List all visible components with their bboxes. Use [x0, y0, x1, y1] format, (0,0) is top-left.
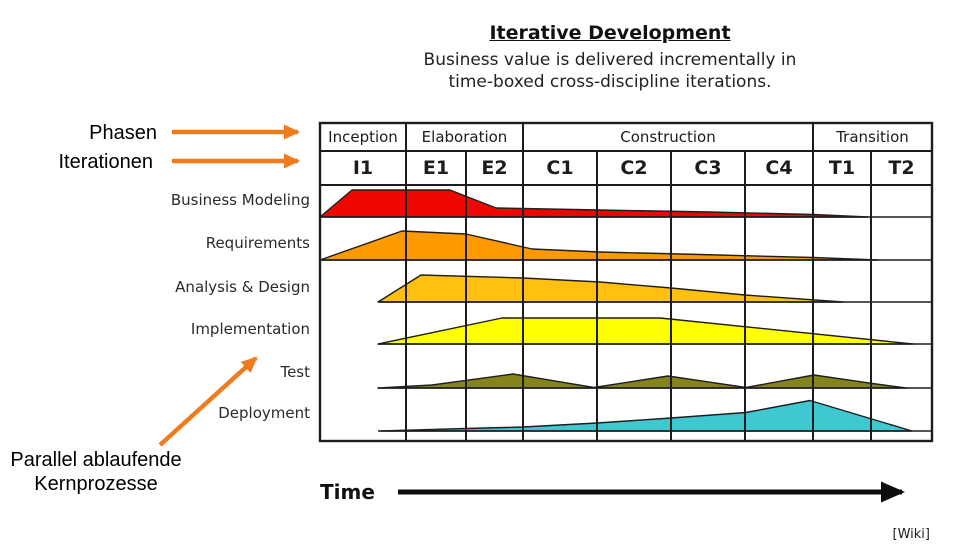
iteration-header-e1: E1 — [422, 157, 450, 179]
iteration-header-c1: C1 — [546, 157, 574, 179]
iteration-header-e2: E2 — [481, 157, 508, 179]
phases-iterations-grid — [318, 121, 934, 443]
effort-hump-analysis-design — [377, 274, 844, 303]
discipline-label-implementation: Implementation — [190, 320, 310, 338]
discipline-label-analysis-design: Analysis & Design — [175, 278, 310, 296]
core-processes-annotation-arrow-icon — [158, 356, 258, 447]
iteration-header-c3: C3 — [694, 157, 722, 179]
iteration-header-c2: C2 — [620, 157, 648, 179]
phase-header-construction: Construction — [620, 128, 716, 146]
page-title: Iterative Development — [489, 22, 731, 44]
phase-header-transition: Transition — [836, 128, 909, 146]
discipline-label-business-modeling: Business Modeling — [170, 191, 310, 209]
effort-hump-test — [377, 373, 907, 389]
core-processes-annotation-line1: Parallel ablaufende — [10, 449, 182, 471]
effort-hump-implementation — [377, 317, 914, 345]
iteration-header-c4: C4 — [765, 157, 793, 179]
page-subtitle-line1: Business value is delivered incrementall… — [423, 50, 797, 70]
discipline-label-deployment: Deployment — [218, 404, 310, 422]
time-label: Time — [320, 480, 375, 504]
attribution-label: [Wiki] — [892, 527, 930, 542]
core-processes-annotation-label: Parallel ablaufende Kernprozesse — [0, 448, 192, 496]
effort-hump-business-modeling — [319, 189, 869, 218]
phase-header-elaboration: Elaboration — [421, 128, 508, 146]
effort-hump-deployment — [380, 399, 913, 432]
iterations-annotation-label: Iterationen — [58, 151, 153, 173]
page-subtitle-line2: time-boxed cross-discipline iterations. — [448, 72, 772, 92]
core-processes-annotation-line2: Kernprozesse — [34, 473, 158, 495]
discipline-label-requirements: Requirements — [205, 234, 310, 252]
discipline-label-test: Test — [280, 363, 310, 381]
iteration-header-t1: T1 — [828, 157, 856, 179]
iteration-header-i1: I1 — [352, 157, 374, 179]
phases-annotation-label: Phasen — [89, 122, 157, 144]
phase-header-inception: Inception — [328, 128, 398, 146]
effort-hump-requirements — [319, 230, 879, 261]
iteration-header-t2: T2 — [888, 157, 915, 179]
